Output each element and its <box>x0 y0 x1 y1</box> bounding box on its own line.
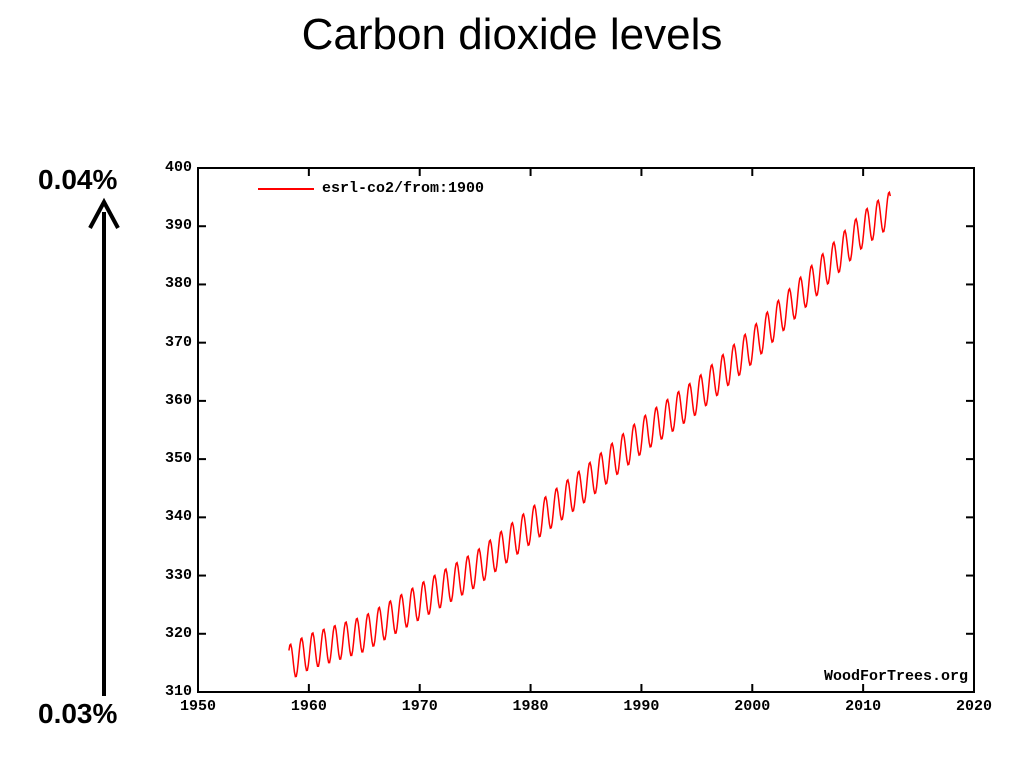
x-tick-label: 1960 <box>284 698 334 715</box>
y-tick-label: 330 <box>152 567 192 584</box>
x-tick-label: 1950 <box>173 698 223 715</box>
annotation-bottom-percent: 0.03% <box>38 698 117 730</box>
x-tick-label: 2000 <box>727 698 777 715</box>
chart-canvas <box>150 160 990 720</box>
y-tick-label: 320 <box>152 625 192 642</box>
x-tick-label: 2010 <box>838 698 888 715</box>
x-tick-label: 1980 <box>506 698 556 715</box>
y-tick-label: 340 <box>152 508 192 525</box>
y-tick-label: 360 <box>152 392 192 409</box>
y-tick-label: 370 <box>152 334 192 351</box>
x-tick-label: 1970 <box>395 698 445 715</box>
legend-line <box>258 188 314 190</box>
y-tick-label: 390 <box>152 217 192 234</box>
arrow-up-icon <box>84 196 124 696</box>
x-tick-label: 2020 <box>949 698 999 715</box>
page-title: Carbon dioxide levels <box>0 10 1024 60</box>
y-tick-label: 380 <box>152 275 192 292</box>
co2-chart: 310320330340350360370380390400 195019601… <box>150 160 990 720</box>
attribution-text: WoodForTrees.org <box>824 668 968 685</box>
annotation-top-percent: 0.04% <box>38 164 117 196</box>
y-tick-label: 350 <box>152 450 192 467</box>
y-tick-label: 400 <box>152 159 192 176</box>
x-tick-label: 1990 <box>616 698 666 715</box>
legend-label: esrl-co2/from:1900 <box>322 180 484 197</box>
